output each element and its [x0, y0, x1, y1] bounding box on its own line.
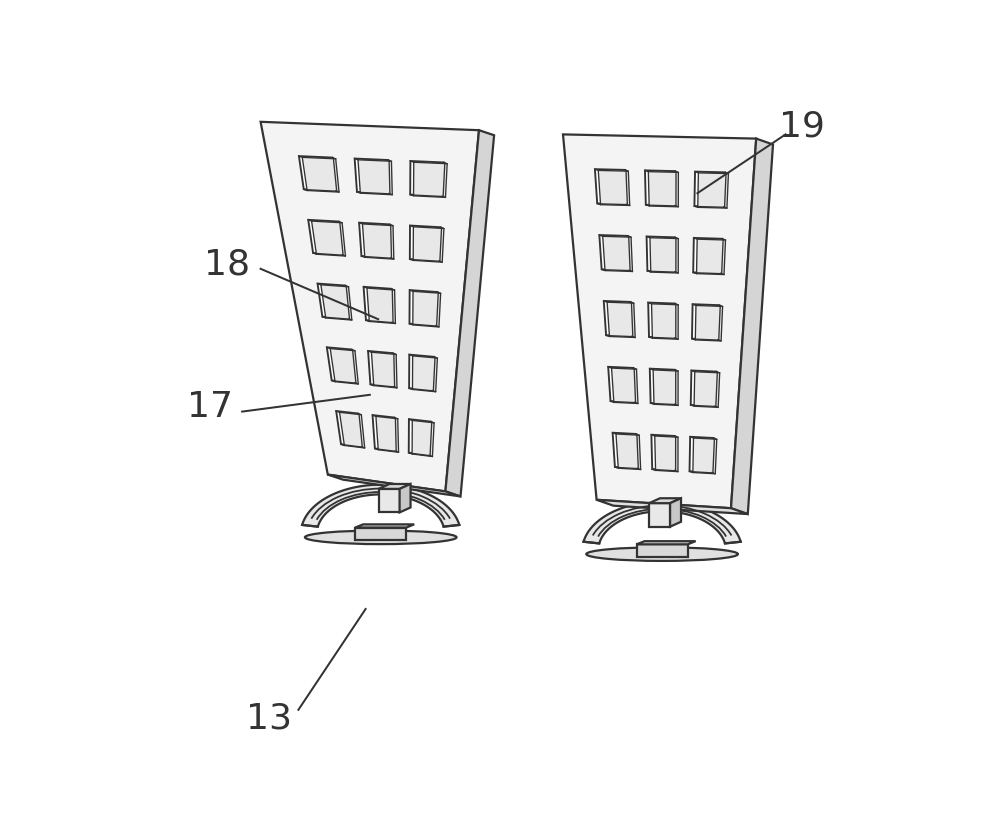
Polygon shape [302, 157, 339, 192]
Polygon shape [652, 304, 678, 339]
Polygon shape [697, 239, 726, 275]
Polygon shape [413, 227, 444, 262]
Polygon shape [359, 223, 390, 258]
Polygon shape [312, 221, 345, 256]
Polygon shape [607, 302, 635, 338]
Polygon shape [410, 225, 441, 261]
Text: 19: 19 [779, 109, 825, 143]
Polygon shape [599, 235, 629, 270]
Polygon shape [364, 286, 392, 323]
Polygon shape [595, 169, 626, 204]
Polygon shape [653, 370, 678, 406]
Polygon shape [261, 122, 479, 491]
Polygon shape [371, 352, 397, 388]
Polygon shape [598, 171, 630, 206]
Polygon shape [648, 171, 678, 207]
Polygon shape [302, 485, 459, 527]
Polygon shape [695, 306, 723, 341]
Polygon shape [694, 372, 720, 407]
Polygon shape [368, 351, 394, 386]
Polygon shape [597, 500, 748, 514]
Polygon shape [655, 436, 678, 471]
Polygon shape [670, 498, 681, 527]
Polygon shape [358, 160, 392, 195]
Polygon shape [637, 544, 688, 557]
Polygon shape [400, 484, 411, 512]
Polygon shape [691, 370, 716, 406]
Polygon shape [692, 304, 719, 339]
Polygon shape [693, 438, 717, 474]
Polygon shape [340, 412, 365, 448]
Ellipse shape [305, 531, 457, 544]
Polygon shape [563, 134, 756, 508]
Polygon shape [637, 541, 696, 544]
Polygon shape [409, 354, 434, 391]
Polygon shape [413, 291, 441, 327]
Polygon shape [379, 484, 411, 489]
Polygon shape [318, 284, 349, 319]
Polygon shape [604, 301, 632, 336]
Polygon shape [693, 238, 722, 273]
Polygon shape [613, 433, 637, 468]
Polygon shape [612, 368, 638, 403]
Polygon shape [321, 285, 352, 320]
Polygon shape [603, 236, 632, 271]
Text: 18: 18 [204, 248, 250, 281]
Polygon shape [731, 139, 773, 514]
Polygon shape [379, 489, 400, 512]
Polygon shape [616, 434, 641, 470]
Polygon shape [373, 415, 395, 451]
Polygon shape [412, 356, 437, 391]
Polygon shape [355, 159, 389, 193]
Polygon shape [608, 367, 635, 402]
Polygon shape [409, 419, 431, 455]
Polygon shape [355, 524, 414, 528]
Polygon shape [645, 171, 675, 206]
Polygon shape [410, 161, 444, 197]
Text: 13: 13 [246, 701, 292, 735]
Polygon shape [376, 417, 399, 452]
Polygon shape [328, 475, 461, 496]
Ellipse shape [586, 548, 738, 561]
Polygon shape [650, 238, 678, 273]
Polygon shape [299, 156, 336, 191]
Polygon shape [414, 162, 447, 197]
Polygon shape [690, 437, 713, 473]
Polygon shape [412, 420, 434, 457]
Polygon shape [649, 498, 681, 503]
Polygon shape [336, 411, 361, 447]
Polygon shape [308, 220, 342, 255]
Text: 17: 17 [187, 391, 233, 424]
Polygon shape [650, 369, 675, 404]
Polygon shape [648, 302, 675, 338]
Polygon shape [330, 349, 358, 384]
Polygon shape [327, 347, 355, 383]
Polygon shape [409, 290, 437, 326]
Polygon shape [651, 435, 675, 470]
Polygon shape [584, 501, 741, 543]
Polygon shape [647, 237, 675, 272]
Polygon shape [355, 528, 406, 540]
Polygon shape [367, 288, 395, 323]
Polygon shape [362, 224, 394, 259]
Polygon shape [445, 130, 494, 496]
Polygon shape [698, 173, 728, 208]
Polygon shape [649, 503, 670, 527]
Polygon shape [694, 171, 725, 207]
